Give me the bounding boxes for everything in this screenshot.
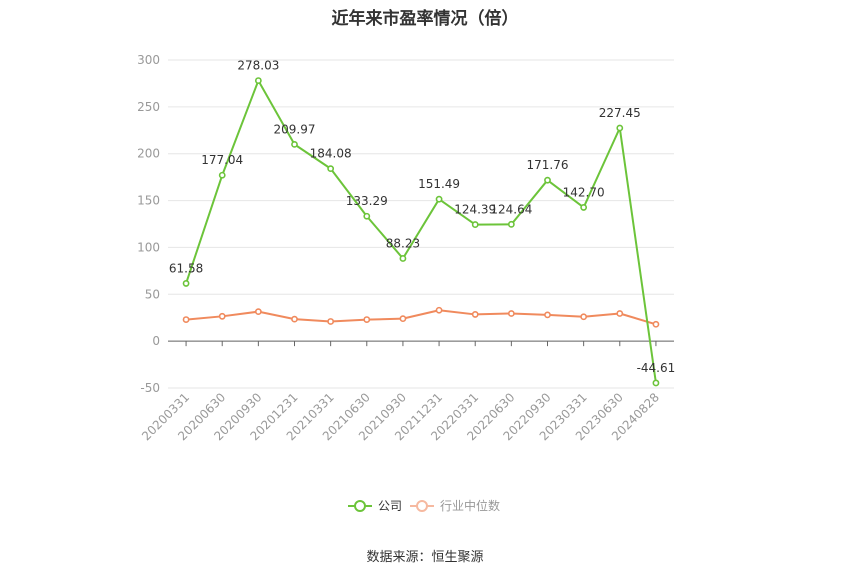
data-label: 133.29: [346, 194, 388, 208]
data-label: 278.03: [237, 59, 279, 73]
data-source-note: 数据来源：恒生聚源: [366, 550, 484, 565]
data-label: 209.97: [274, 122, 316, 136]
data-point[interactable]: [291, 140, 298, 148]
data-point[interactable]: [291, 315, 298, 323]
legend-marker-icon: [416, 500, 428, 512]
data-label: 227.45: [599, 106, 641, 120]
data-point[interactable]: [218, 171, 226, 179]
data-point[interactable]: [399, 255, 407, 262]
legend-label: 行业中位数: [440, 498, 500, 513]
data-point[interactable]: [327, 318, 335, 325]
data-point[interactable]: [182, 316, 190, 323]
legend-label: 公司: [378, 499, 402, 513]
data-point[interactable]: [471, 311, 479, 318]
data-point[interactable]: [218, 312, 226, 320]
data-label: 124.39: [454, 203, 496, 217]
data-label: 171.76: [527, 158, 569, 172]
legend-item[interactable]: 行业中位数: [410, 498, 500, 513]
data-labels: 61.58 177.04 278.03 209.97 184.08 133.29 88.23…: [169, 59, 675, 375]
legend-item[interactable]: 公司: [348, 499, 402, 513]
data-point[interactable]: [580, 313, 588, 321]
y-tick-label: 50: [145, 287, 160, 301]
data-point[interactable]: [435, 306, 443, 314]
data-point[interactable]: [182, 280, 190, 287]
data-point[interactable]: [616, 310, 624, 317]
data-point[interactable]: [544, 311, 551, 319]
chart-title: 近年来市盈率情况（倍）: [331, 9, 519, 29]
y-tick-label: 250: [137, 100, 160, 114]
series: [182, 77, 660, 387]
data-point[interactable]: [254, 308, 262, 316]
data-label: 177.04: [201, 153, 243, 167]
legend-marker-icon: [354, 500, 366, 512]
data-label: 61.58: [169, 261, 203, 275]
data-label: 88.23: [386, 236, 420, 250]
y-tick-label: 300: [137, 53, 160, 67]
y-tick-label: 100: [137, 240, 160, 254]
y-tick-label: 0: [152, 334, 160, 348]
data-point[interactable]: [399, 315, 407, 323]
data-point[interactable]: [507, 310, 515, 317]
data-point[interactable]: [507, 220, 515, 228]
y-tick-label: 200: [137, 147, 160, 161]
series-line: [185, 79, 657, 384]
legend[interactable]: 公司 行业中位数: [348, 498, 500, 513]
data-point[interactable]: [327, 165, 335, 173]
series-line: [185, 309, 657, 326]
data-label: 184.08: [310, 147, 352, 161]
data-label: 142.70: [563, 185, 605, 199]
y-tick-label: -50: [140, 381, 160, 395]
data-point[interactable]: [435, 195, 443, 203]
data-point[interactable]: [580, 204, 588, 211]
data-label: 151.49: [418, 177, 460, 191]
data-point[interactable]: [616, 124, 624, 132]
data-point[interactable]: [652, 379, 660, 387]
data-label: 124.64: [490, 202, 532, 216]
data-label: -44.61: [637, 361, 676, 375]
data-point[interactable]: [363, 316, 371, 323]
data-point[interactable]: [471, 221, 479, 228]
data-point[interactable]: [254, 77, 262, 84]
y-tick-label: 150: [137, 194, 160, 208]
data-point[interactable]: [544, 176, 551, 184]
data-point[interactable]: [363, 212, 371, 220]
data-point[interactable]: [652, 320, 660, 328]
